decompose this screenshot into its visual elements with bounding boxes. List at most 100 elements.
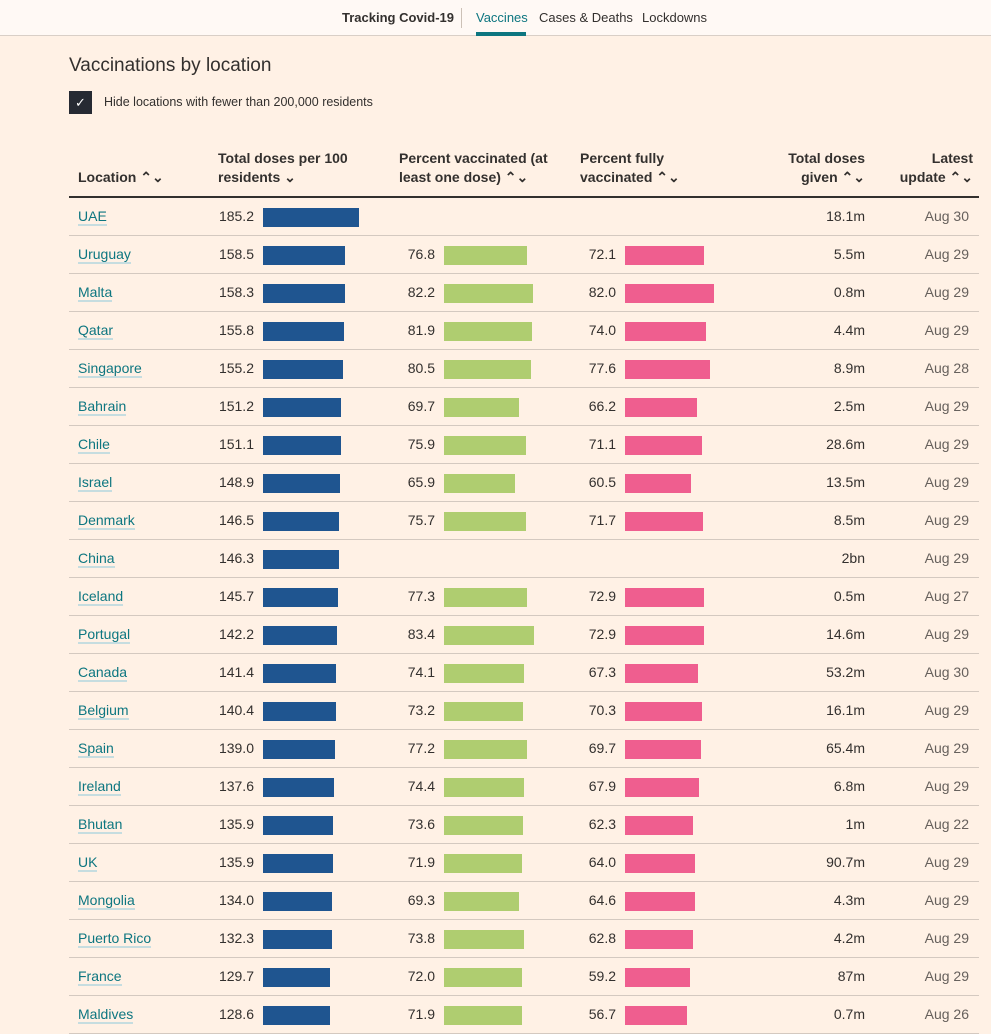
latest-update-value: Aug 29 (924, 398, 969, 414)
tab-vaccines[interactable]: Vaccines (476, 10, 528, 25)
doses-bar (263, 626, 337, 645)
percent-vaccinated-value: 72.0 (407, 968, 435, 984)
percent-vaccinated-value: 71.9 (407, 854, 435, 870)
percent-fully-value: 70.3 (588, 702, 616, 718)
location-link[interactable]: Mongolia (78, 892, 135, 910)
percent-fully-value: 60.5 (588, 474, 616, 490)
percent-fully-bar (625, 778, 699, 797)
sort-percent-fully[interactable]: Percent fully vaccinated ⌃⌄ (580, 150, 680, 185)
brand-link[interactable]: Tracking Covid-19 (342, 10, 454, 25)
latest-update-value: Aug 22 (924, 816, 969, 832)
doses-per-100-value: 141.4 (218, 664, 254, 680)
doses-bar (263, 664, 337, 683)
percent-vaccinated-value: 75.7 (407, 512, 435, 528)
percent-fully-value: 77.6 (588, 360, 616, 376)
doses-per-100-value: 155.8 (218, 322, 254, 338)
location-link[interactable]: Belgium (78, 702, 129, 720)
location-link[interactable]: Chile (78, 436, 110, 454)
location-link[interactable]: Uruguay (78, 246, 131, 264)
sort-doses-per-100[interactable]: Total doses per 100 residents ⌄ (218, 150, 348, 185)
location-link[interactable]: Bhutan (78, 816, 123, 834)
doses-per-100-value: 142.2 (218, 626, 254, 642)
doses-per-100-value: 185.2 (218, 208, 254, 224)
total-doses-value: 65.4m (826, 740, 865, 756)
location-link[interactable]: Portugal (78, 626, 131, 644)
location-link[interactable]: Bahrain (78, 398, 127, 416)
percent-vaccinated-value: 74.4 (407, 778, 435, 794)
latest-update-value: Aug 29 (924, 474, 969, 490)
location-link[interactable]: UK (78, 854, 98, 872)
hide-small-locations-checkbox[interactable]: ✓ (69, 91, 92, 114)
percent-vaccinated-bar (444, 588, 528, 607)
location-link[interactable]: Canada (78, 664, 128, 682)
percent-fully-bar (625, 664, 699, 683)
table-row: Singapore 155.2 80.5 77.6 8.9m Aug 28 (69, 350, 979, 388)
location-link[interactable]: Israel (78, 474, 113, 492)
doses-per-100-value: 135.9 (218, 816, 254, 832)
percent-vaccinated-bar (444, 626, 535, 645)
location-link[interactable]: Iceland (78, 588, 124, 606)
table-row: Portugal 142.2 83.4 72.9 14.6m Aug 29 (69, 616, 979, 654)
percent-vaccinated-bar (444, 436, 526, 455)
location-link[interactable]: Maldives (78, 1006, 134, 1024)
doses-bar (263, 892, 333, 911)
doses-per-100-value: 155.2 (218, 360, 254, 376)
location-link[interactable]: UAE (78, 208, 107, 226)
table-header: Location ⌃⌄ Total doses per 100 residents… (69, 150, 979, 198)
latest-update-value: Aug 29 (924, 436, 969, 452)
doses-per-100-value: 158.5 (218, 246, 254, 262)
percent-vaccinated-value: 77.3 (407, 588, 435, 604)
percent-vaccinated-bar (444, 816, 524, 835)
location-link[interactable]: Spain (78, 740, 114, 758)
percent-vaccinated-bar (444, 930, 524, 949)
total-doses-value: 0.7m (833, 1006, 865, 1022)
sort-total-doses[interactable]: Total doses given ⌃⌄ (788, 150, 865, 185)
percent-vaccinated-value: 75.9 (407, 436, 435, 452)
location-link[interactable]: Puerto Rico (78, 930, 152, 948)
location-link[interactable]: Ireland (78, 778, 121, 796)
percent-vaccinated-value: 69.3 (407, 892, 435, 908)
doses-per-100-value: 139.0 (218, 740, 254, 756)
percent-fully-bar (625, 474, 691, 493)
percent-fully-value: 66.2 (588, 398, 616, 414)
location-link[interactable]: Qatar (78, 322, 114, 340)
table-row: Malta 158.3 82.2 82.0 0.8m Aug 29 (69, 274, 979, 312)
sort-latest-update[interactable]: Latest update ⌃⌄ (899, 150, 973, 185)
sort-percent-vaccinated[interactable]: Percent vaccinated (at least one dose) ⌃⌄ (399, 150, 548, 185)
percent-fully-bar (625, 246, 704, 265)
percent-fully-bar (625, 930, 694, 949)
table-row: Maldives 128.6 71.9 56.7 0.7m Aug 26 (69, 996, 979, 1034)
doses-bar (263, 398, 342, 417)
table-row: Bahrain 151.2 69.7 66.2 2.5m Aug 29 (69, 388, 979, 426)
total-doses-value: 5.5m (833, 246, 865, 262)
total-doses-value: 4.4m (833, 322, 865, 338)
latest-update-value: Aug 30 (924, 208, 969, 224)
location-link[interactable]: Singapore (78, 360, 142, 378)
sort-location[interactable]: Location ⌃⌄ (78, 169, 164, 185)
location-link[interactable]: China (78, 550, 115, 568)
latest-update-value: Aug 28 (924, 360, 969, 376)
total-doses-value: 0.8m (833, 284, 865, 300)
tab-lockdowns[interactable]: Lockdowns (642, 10, 708, 25)
latest-update-value: Aug 29 (924, 930, 969, 946)
location-link[interactable]: Malta (78, 284, 113, 302)
location-link[interactable]: Denmark (78, 512, 135, 530)
percent-fully-bar (625, 816, 693, 835)
table-row: Puerto Rico 132.3 73.8 62.8 4.2m Aug 29 (69, 920, 979, 958)
location-link[interactable]: France (78, 968, 122, 986)
table-row: Bhutan 135.9 73.6 62.3 1m Aug 22 (69, 806, 979, 844)
percent-vaccinated-value: 74.1 (407, 664, 435, 680)
percent-fully-bar (625, 968, 690, 987)
total-doses-value: 14.6m (826, 626, 865, 642)
table-row: Iceland 145.7 77.3 72.9 0.5m Aug 27 (69, 578, 979, 616)
total-doses-value: 2.5m (833, 398, 865, 414)
percent-fully-value: 56.7 (588, 1006, 616, 1022)
total-doses-value: 8.9m (833, 360, 865, 376)
percent-vaccinated-bar (444, 854, 522, 873)
percent-vaccinated-value: 73.2 (407, 702, 435, 718)
doses-bar (263, 740, 335, 759)
tab-cases-deaths[interactable]: Cases & Deaths (539, 10, 633, 25)
percent-fully-value: 72.1 (588, 246, 616, 262)
doses-bar (263, 550, 339, 569)
table-row: Qatar 155.8 81.9 74.0 4.4m Aug 29 (69, 312, 979, 350)
